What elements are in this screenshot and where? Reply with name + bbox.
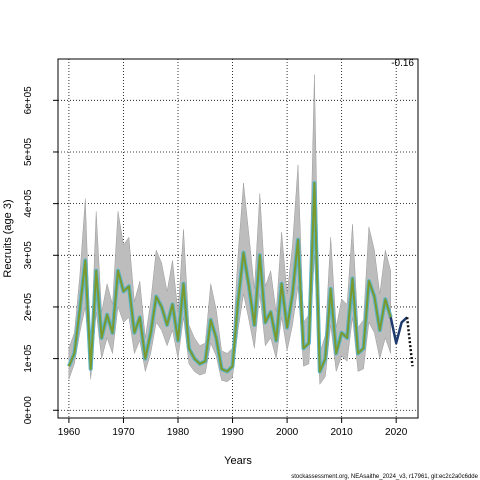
series-lines [67, 181, 414, 374]
x-tick-label: 1980 [167, 427, 190, 438]
y-axis-title: Recruits (age 3) [2, 199, 14, 277]
series-line [389, 316, 408, 345]
y-tick-label: 4e+05 [23, 189, 34, 218]
series-line [67, 182, 392, 373]
ci-band-area [68, 74, 391, 386]
footer-source: stockassessment.org, NEAsaithe_2024_v3, … [291, 474, 478, 480]
x-axis-title: Years [224, 455, 252, 467]
x-tick-label: 2010 [331, 427, 354, 438]
x-tick-label: 2000 [276, 427, 299, 438]
x-tick-label: 1960 [58, 427, 81, 438]
x-tick-label: 1970 [112, 427, 135, 438]
y-tick-label: 0e+00 [23, 396, 34, 425]
x-axis: 1960 1970 1980 1990 2000 2010 2020 [58, 418, 408, 438]
y-tick-label: 3e+05 [23, 241, 34, 270]
y-tick-label: 2e+05 [23, 292, 34, 321]
y-tick-label: 1e+05 [23, 344, 34, 373]
series-line [405, 317, 414, 367]
y-tick-label: 5e+05 [23, 138, 34, 167]
correlation-annotation: -0.16 [391, 58, 414, 69]
x-tick-label: 1990 [221, 427, 244, 438]
x-tick-label: 2020 [385, 427, 408, 438]
confidence-band [68, 74, 391, 386]
y-tick-label: 6e+05 [23, 86, 34, 115]
y-axis: 0e+00 1e+05 2e+05 3e+05 4e+05 5e+05 6e+05 [23, 86, 58, 424]
plot-frame [57, 58, 419, 419]
